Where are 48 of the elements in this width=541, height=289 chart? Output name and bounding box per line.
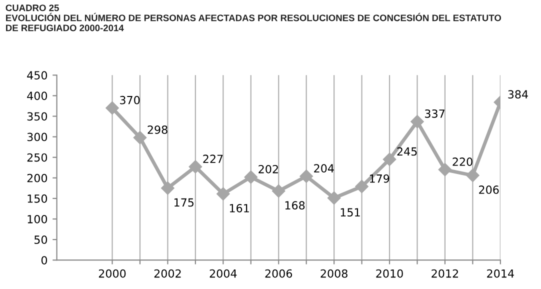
y-tick-label: 150 bbox=[28, 194, 48, 203]
x-tick-label: 2000 bbox=[98, 269, 126, 278]
point bbox=[410, 115, 424, 128]
data-label: 370 bbox=[120, 96, 140, 104]
y-tick-label: 350 bbox=[27, 112, 48, 121]
y-tick-label: 450 bbox=[27, 71, 48, 80]
x-tick-label: 2006 bbox=[265, 269, 292, 278]
data-label: 204 bbox=[314, 164, 334, 173]
data-label: 179 bbox=[370, 174, 390, 183]
data-label: 206 bbox=[479, 186, 499, 194]
point bbox=[466, 168, 480, 182]
data-label: 151 bbox=[340, 208, 360, 217]
data-label: 168 bbox=[285, 201, 305, 210]
y-tick-label: 100 bbox=[28, 214, 48, 224]
y-tick-label: 0 bbox=[41, 256, 48, 264]
point bbox=[272, 184, 286, 198]
data-label: 175 bbox=[174, 198, 194, 207]
point bbox=[300, 170, 313, 183]
x-tick-label: 2004 bbox=[210, 269, 237, 278]
point bbox=[161, 182, 174, 195]
point bbox=[244, 170, 258, 184]
data-label: 384 bbox=[508, 90, 528, 99]
point bbox=[355, 180, 368, 194]
data-label: 337 bbox=[425, 109, 444, 118]
data-label: 227 bbox=[203, 154, 223, 163]
x-tick-label: 2010 bbox=[376, 269, 403, 278]
y-tick-label: 50 bbox=[34, 236, 48, 244]
point bbox=[133, 131, 147, 144]
y-tick-label: 300 bbox=[27, 132, 48, 142]
point bbox=[106, 101, 119, 115]
chart-title: CUADRO 25 EVOLUCIÓN DEL NÚMERO DE PERSONAS AFECTADAS POR RESOLUCIONES DE CONCESIÓN DEL ESTATUTO DE REFUGIADO 2000-2014 bbox=[6, 4, 502, 32]
x-tick-label: 2014 bbox=[487, 269, 514, 278]
data-label: 220 bbox=[452, 158, 472, 166]
x-tick-label: 2002 bbox=[154, 269, 181, 278]
data-label: 161 bbox=[230, 204, 249, 212]
data-label: 202 bbox=[258, 164, 278, 174]
x-tick-label: 2012 bbox=[432, 269, 458, 278]
y-tick-label: 200 bbox=[27, 174, 48, 182]
data-label: 298 bbox=[148, 125, 168, 134]
point bbox=[188, 160, 202, 174]
point bbox=[327, 191, 341, 205]
point bbox=[438, 163, 452, 176]
data-label: 245 bbox=[397, 147, 417, 156]
x-tick-label: 2008 bbox=[320, 269, 348, 278]
point bbox=[382, 152, 396, 166]
point bbox=[216, 187, 230, 201]
y-tick-label: 250 bbox=[27, 153, 48, 162]
y-tick-label: 400 bbox=[27, 92, 48, 100]
